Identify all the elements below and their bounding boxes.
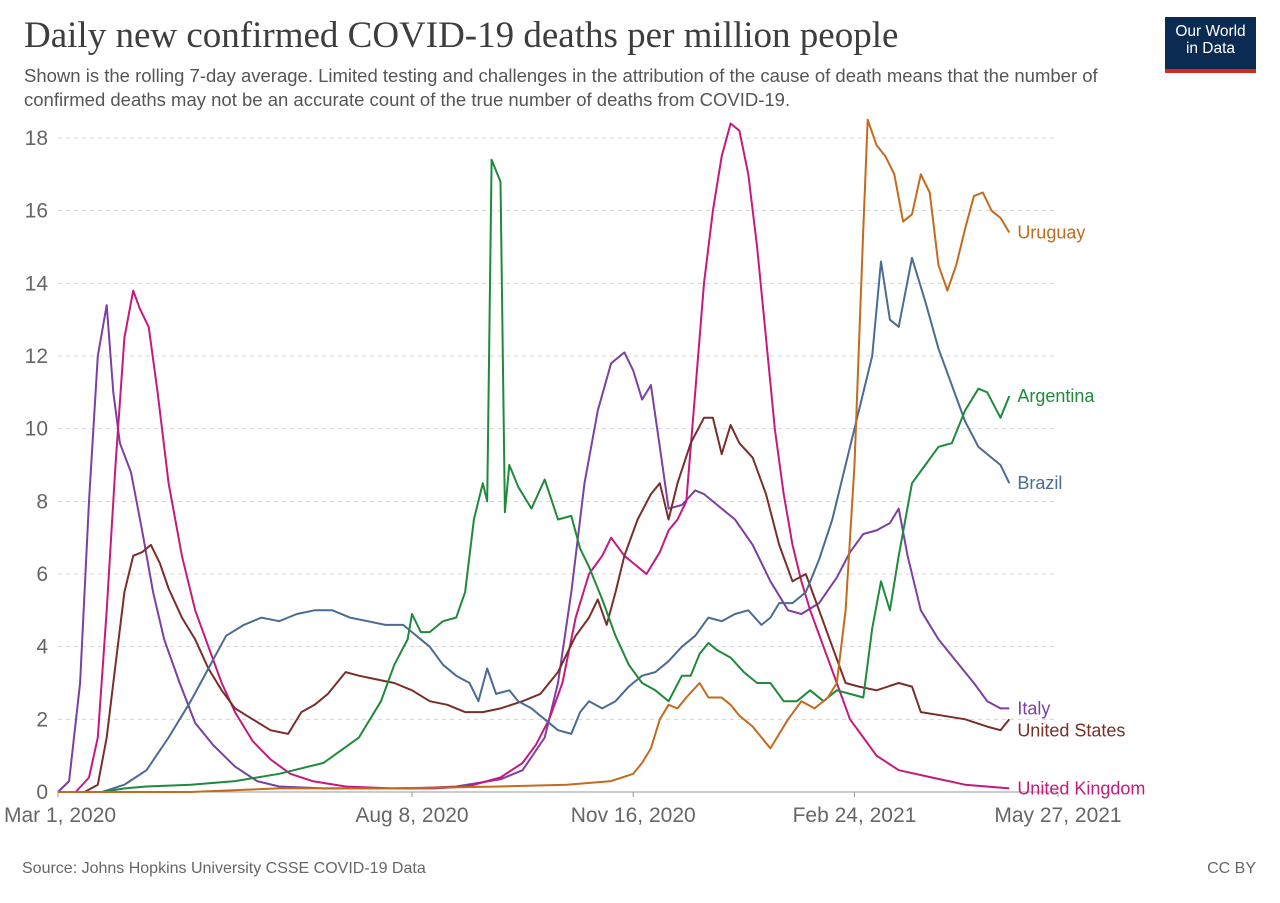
series-label-argentina[interactable]: Argentina [1017, 386, 1095, 406]
chart-title: Daily new confirmed COVID-19 deaths per … [24, 15, 899, 56]
series-line-uruguay[interactable] [58, 118, 1011, 793]
y-tick-label: 18 [25, 127, 48, 150]
y-tick-label: 6 [36, 563, 48, 586]
owid-logo[interactable]: Our World in Data [1165, 17, 1256, 73]
y-tick-label: 0 [36, 781, 48, 804]
x-tick-label: Nov 16, 2020 [571, 804, 696, 827]
y-tick-label: 12 [25, 345, 48, 368]
series-line-brazil[interactable] [58, 256, 1011, 793]
series-label-united-kingdom[interactable]: United Kingdom [1017, 778, 1145, 798]
y-tick-label: 10 [25, 418, 48, 441]
series-label-italy[interactable]: Italy [1017, 698, 1050, 718]
logo-line-2: in Data [1185, 40, 1236, 57]
series-label-uruguay[interactable]: Uruguay [1017, 222, 1085, 242]
chart-subtitle: Shown is the rolling 7-day average. Limi… [24, 65, 1098, 110]
series-label-brazil[interactable]: Brazil [1017, 473, 1062, 493]
y-tick-label: 4 [36, 636, 48, 659]
series-line-united-states[interactable] [58, 416, 1011, 793]
series-line-italy[interactable] [57, 304, 1010, 793]
series-label-united-states[interactable]: United States [1017, 720, 1125, 740]
x-tick-label: Aug 8, 2020 [355, 804, 468, 827]
license-link[interactable]: CC BY [1207, 860, 1256, 877]
y-tick-label: 8 [36, 490, 48, 513]
y-tick-label: 2 [36, 708, 48, 731]
series-line-argentina[interactable] [58, 158, 1011, 793]
source-note: Source: Johns Hopkins University CSSE CO… [22, 860, 426, 877]
x-tick-label: Mar 1, 2020 [4, 804, 116, 827]
y-tick-label: 16 [25, 200, 48, 223]
logo-line-1: Our World [1175, 23, 1246, 40]
x-tick-label: May 27, 2021 [994, 804, 1121, 827]
y-tick-label: 14 [25, 272, 49, 295]
series-line-united-kingdom[interactable] [58, 122, 1010, 793]
x-tick-label: Feb 24, 2021 [793, 804, 917, 827]
